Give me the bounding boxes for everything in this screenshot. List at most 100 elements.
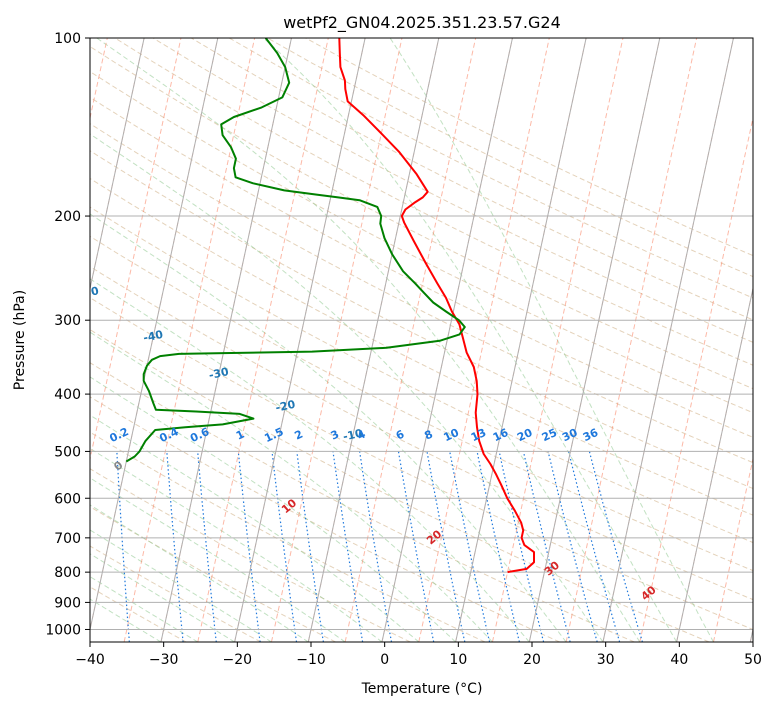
- dry-adiabat: [90, 265, 753, 601]
- grid-isotherm: [160, 38, 292, 642]
- isotherm-label: -20: [274, 398, 297, 415]
- chart-title: wetPf2_GN04.2025.351.23.57.G24: [283, 13, 561, 33]
- dry-adiabat: [90, 506, 336, 642]
- isotherm-label: -10: [342, 427, 365, 444]
- x-tick-label: 10: [449, 652, 467, 668]
- x-axis-label: Temperature (°C): [361, 681, 483, 697]
- grid-isotherm: [307, 38, 440, 642]
- moist-adiabat: [90, 213, 567, 642]
- mixing-ratio-label: 20: [515, 426, 535, 444]
- y-tick-label: 700: [54, 531, 81, 547]
- grid-isotherm: [381, 38, 513, 642]
- isotherm: [639, 115, 753, 642]
- moist-adiabat: [90, 598, 162, 642]
- y-tick-label: 100: [54, 31, 81, 47]
- isotherm: [565, 38, 698, 642]
- moist-adiabat: [90, 477, 346, 642]
- mixing-ratio-line: [449, 451, 491, 642]
- profiles: [125, 38, 535, 574]
- isotherm-label: -30: [208, 365, 231, 382]
- mixing-ratio-line: [332, 451, 364, 642]
- isotherm: [123, 38, 256, 642]
- grid: [0, 38, 753, 642]
- x-axis: −40 −30 −20 −10 0 10 20 30 40 50: [75, 642, 762, 668]
- x-tick-label: 20: [523, 652, 541, 668]
- isotherm: [418, 38, 550, 642]
- isotherm: [0, 38, 70, 642]
- isotherm: [197, 38, 329, 642]
- x-tick-label: −20: [223, 652, 253, 668]
- mixing-ratio-label: 0.1: [61, 425, 84, 445]
- x-tick-label: 50: [744, 652, 762, 668]
- moist-adiabat: [90, 553, 235, 642]
- dry-adiabat: [90, 586, 187, 642]
- dry-adiabat: [90, 329, 710, 642]
- y-tick-label: 500: [54, 444, 81, 460]
- line-labels: -100-90-80-70-60-50-40-30-20-100.10.20.4…: [61, 284, 659, 603]
- y-tick-label: 600: [54, 491, 81, 507]
- moist-adiabat: [90, 376, 456, 642]
- isotherm: [344, 38, 477, 642]
- y-tick-label: 200: [54, 209, 81, 225]
- moist-adiabat: [90, 133, 604, 642]
- y-axis-label: Pressure (hPa): [12, 290, 28, 390]
- mixing-ratio-line: [237, 451, 261, 642]
- mixing-ratio-label: 13: [469, 426, 488, 444]
- x-tick-label: −40: [75, 652, 105, 668]
- y-tick-label: 800: [54, 565, 81, 581]
- mixing-ratio-label: 25: [540, 426, 559, 444]
- x-tick-label: −30: [149, 652, 179, 668]
- isotherm: [90, 38, 182, 462]
- grid-isotherm: [0, 38, 70, 642]
- mixing-ratio-label: 30: [560, 426, 580, 444]
- dry-adiabat: [90, 45, 753, 390]
- grid-isotherm: [90, 38, 219, 632]
- y-tick-label: 400: [54, 387, 81, 403]
- x-tick-label: 40: [670, 652, 688, 668]
- dry-adiabat: [90, 206, 753, 544]
- isotherm: [270, 38, 403, 642]
- mixing-ratio-line: [498, 451, 545, 642]
- dry-adiabat: [90, 431, 486, 642]
- grid-isotherm: [455, 38, 587, 642]
- y-tick-label: 300: [54, 313, 81, 329]
- dry-adiabat: [90, 177, 753, 516]
- y-tick-label: 1000: [45, 622, 81, 638]
- moist-adiabat: [90, 414, 420, 642]
- x-tick-label: −10: [296, 652, 326, 668]
- dry-adiabat: [90, 71, 753, 414]
- grid-isotherm: [234, 38, 366, 642]
- y-tick-label: 900: [54, 595, 81, 611]
- dry-adiabat: [90, 150, 753, 490]
- x-tick-label: 30: [597, 652, 615, 668]
- isotherm: [749, 627, 753, 642]
- mixing-ratio-line: [547, 451, 598, 642]
- moist-adiabat: [90, 331, 493, 642]
- plot-area: [90, 38, 753, 642]
- mixing-ratio-label: 10: [442, 426, 462, 444]
- isotherm: [491, 38, 624, 642]
- moist-adiabat: [90, 576, 199, 642]
- mixing-ratio-line: [271, 451, 298, 642]
- mixing-ratio-line: [476, 451, 520, 642]
- mixing-ratio-label: 16: [491, 426, 511, 444]
- grid-isotherm: [90, 38, 145, 291]
- moist-adiabat: [96, 38, 641, 642]
- plot-frame: [89, 37, 754, 643]
- y-axis: 100 200 300 400 500 600 700 800 900 1000: [45, 31, 90, 638]
- grid-isotherm: [528, 38, 661, 642]
- x-tick-label: 0: [380, 652, 389, 668]
- dry-adiabat: [90, 123, 753, 464]
- mixing-ratio-line: [296, 451, 324, 642]
- isotherm-label: -50: [78, 284, 101, 301]
- grid-isotherm: [602, 38, 734, 642]
- mixing-ratio-label: 36: [581, 426, 601, 444]
- mixing-ratio-line: [568, 451, 621, 642]
- moist-adiabat: [263, 38, 678, 642]
- grid-isotherm: [749, 627, 753, 642]
- mixing-ratio-line: [197, 451, 217, 642]
- grid-isotherm: [676, 286, 753, 642]
- dewpoint-line: [125, 38, 466, 463]
- dry-adiabat: [90, 396, 560, 642]
